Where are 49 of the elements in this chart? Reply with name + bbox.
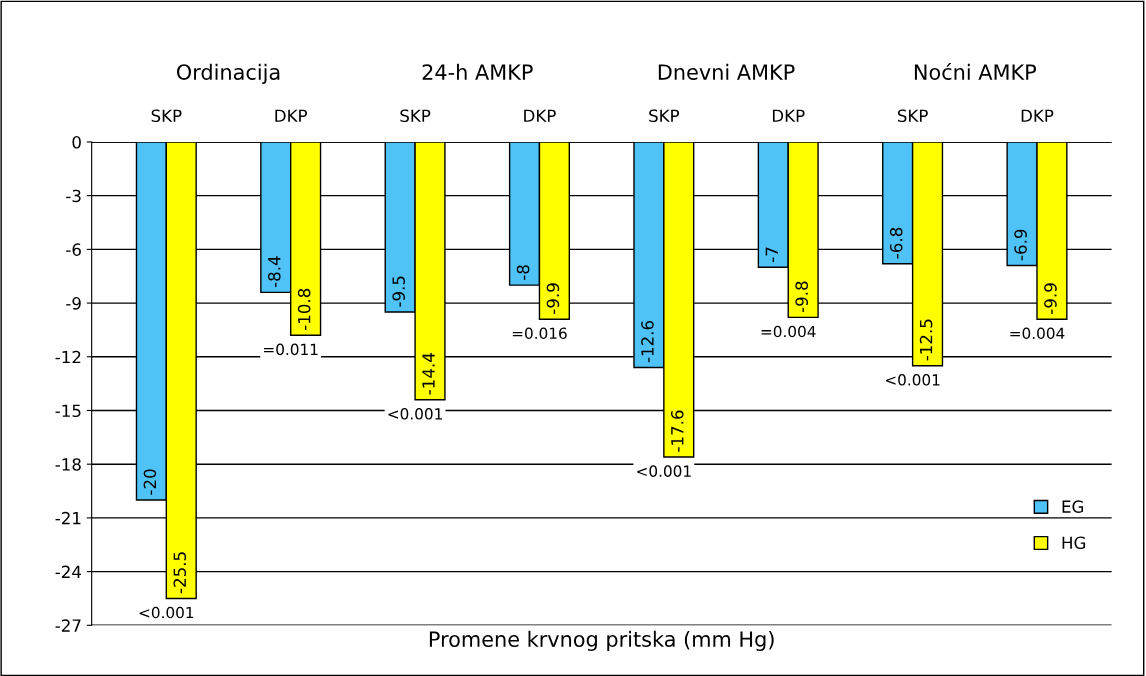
data-label: -20: [143, 469, 157, 495]
data-label: -9.5: [392, 276, 405, 307]
data-label: -12.6: [641, 320, 654, 363]
data-label: -12.5: [919, 319, 933, 361]
y-tick-label: -18: [55, 458, 81, 471]
x-tick-label: SKP: [151, 109, 182, 123]
data-label: -14.4: [422, 353, 435, 395]
data-label: -17.6: [671, 410, 684, 452]
text: 24-h AMKP: [422, 63, 533, 80]
data-label: -9.9: [1044, 283, 1057, 314]
x-tick-label: DKP: [772, 109, 805, 122]
x-tick-label: SKP: [897, 109, 928, 123]
data-label: -25.5: [173, 552, 187, 594]
data-label: -6.8: [889, 227, 903, 259]
y-tick-label: -3: [66, 189, 81, 203]
data-label: -7: [765, 247, 778, 262]
x-tick-label: DKP: [524, 109, 556, 122]
y-tick-label: -9: [66, 297, 81, 310]
y-tick-label: -24: [55, 565, 82, 578]
annotation: <0.001: [885, 374, 940, 386]
x-tick-label: DKP: [275, 109, 308, 122]
y-tick-label: 0: [72, 135, 81, 149]
annotation: <0.001: [139, 606, 194, 619]
y-tick-label: -21: [55, 511, 81, 525]
x-axis-title: Promene krvnog pritska (mm Hg): [429, 630, 774, 652]
annotation: <0.001: [637, 465, 691, 477]
legend-label: HG: [1062, 536, 1086, 550]
text: Noćni AMKP: [914, 62, 1037, 80]
x-tick-label: SKP: [400, 109, 431, 123]
annotation: <0.001: [388, 408, 442, 420]
y-tick-label: -12: [55, 350, 81, 364]
x-tick-label: DKP: [1021, 109, 1054, 122]
data-label: -8: [516, 265, 530, 280]
text: Ordinacija: [176, 63, 280, 84]
data-label: -9.9: [546, 283, 560, 314]
annotation: =0.016: [512, 327, 567, 340]
text: Dnevni AMKP: [658, 63, 795, 80]
data-label: -6.9: [1014, 229, 1027, 261]
y-tick-label: -27: [55, 619, 81, 632]
data-label: -8.4: [268, 256, 281, 288]
annotation: =0.004: [1010, 327, 1065, 340]
data-label: -10.8: [297, 288, 311, 331]
data-label: -9.8: [795, 281, 808, 313]
legend-label: EG: [1062, 500, 1084, 513]
x-tick-label: SKP: [649, 109, 680, 123]
y-tick-label: -15: [55, 404, 81, 418]
annotation: =0.004: [761, 325, 816, 338]
annotation: =0.011: [264, 343, 318, 356]
y-tick-label: -6: [66, 243, 81, 256]
